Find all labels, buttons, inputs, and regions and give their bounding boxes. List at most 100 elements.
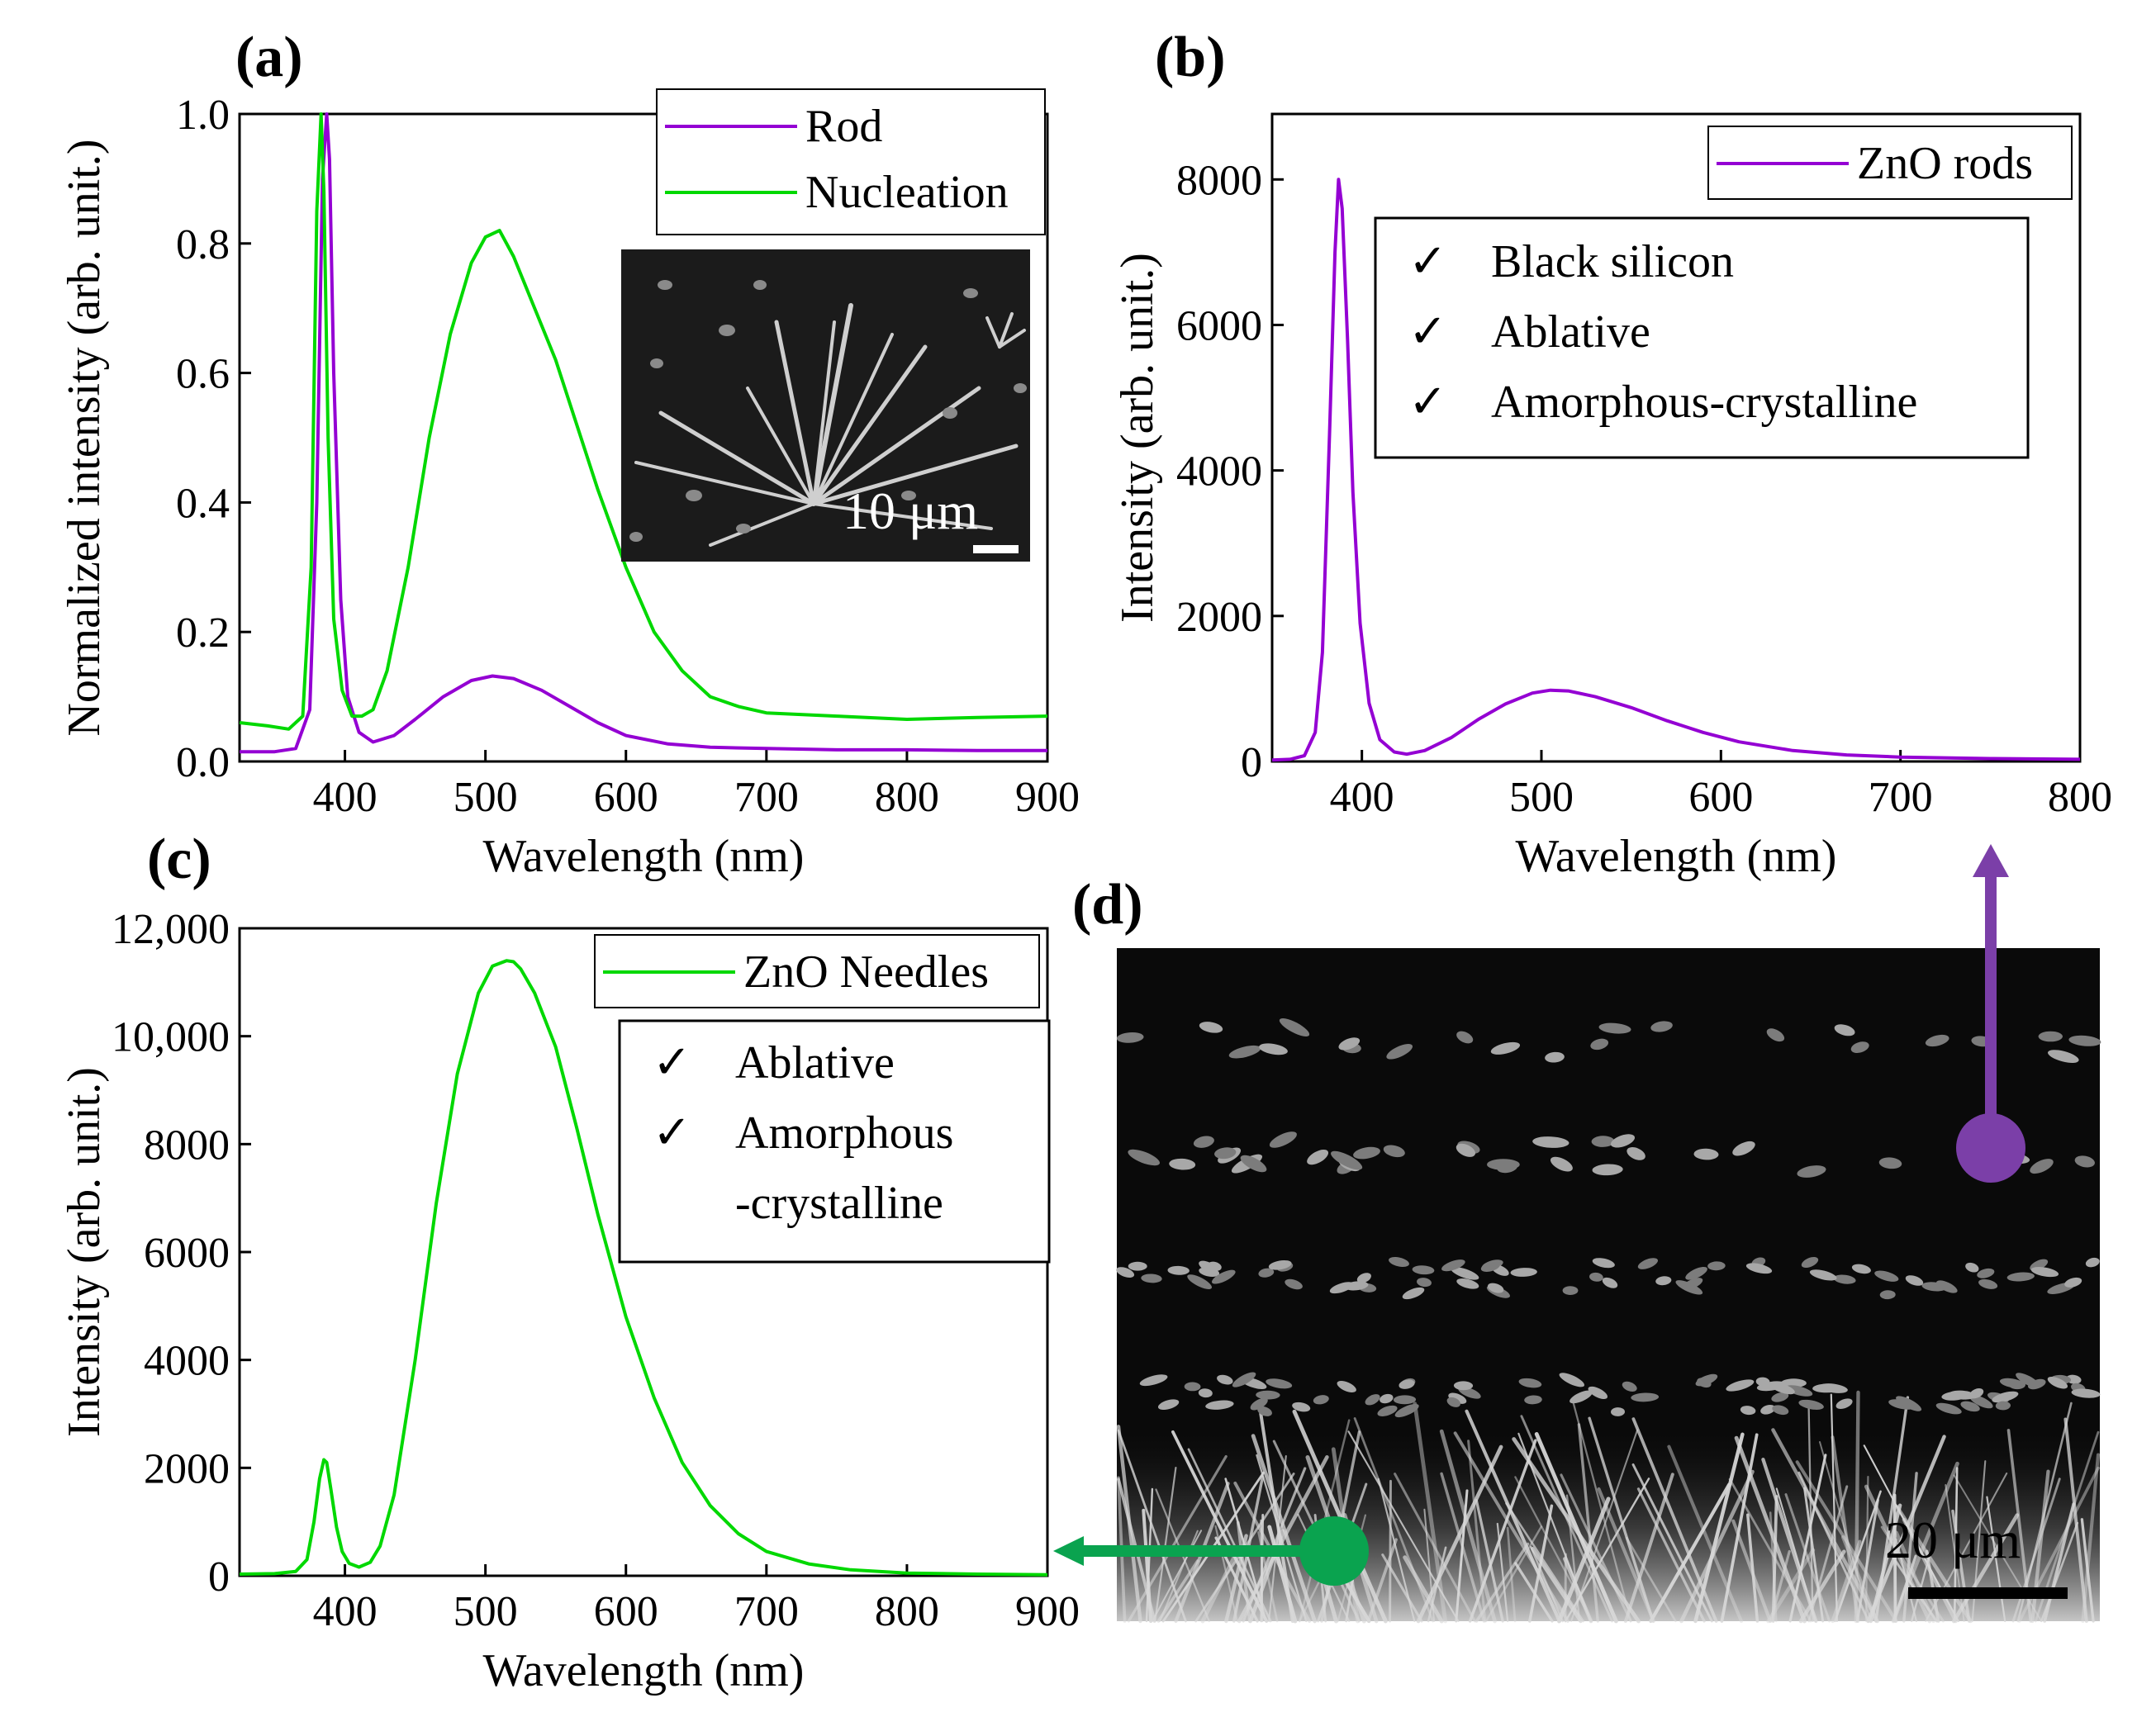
needle (1951, 1513, 2020, 1624)
particle (1532, 1136, 1570, 1148)
particle (1637, 1258, 1659, 1269)
y-axis-title-b: Intensity (arb. unit.) (1112, 253, 1163, 623)
particle (1116, 1267, 1135, 1278)
inset-scale-bar (973, 545, 1019, 553)
y-tick-label-b: 2000 (1176, 594, 1262, 641)
particle (1685, 1266, 1707, 1280)
particle (2074, 1155, 2095, 1168)
particle (1675, 1280, 1703, 1295)
particle (1393, 1395, 1417, 1405)
needle (1366, 1538, 1398, 1623)
particle (1740, 1406, 1756, 1416)
particle (1232, 1372, 1256, 1387)
particle (1995, 1401, 2011, 1411)
particle (1441, 1259, 1465, 1272)
legend-label: Nucleation (805, 167, 1009, 218)
particle (2006, 1272, 2035, 1282)
needle (1260, 1519, 1264, 1623)
particle (1545, 1051, 1565, 1063)
particle (1412, 1265, 1435, 1275)
needle (1423, 1508, 1436, 1622)
needle (2063, 1417, 2088, 1623)
particle (2028, 1378, 2046, 1390)
needle (1902, 1517, 1958, 1624)
particle (1591, 1136, 1615, 1147)
legend-box-a (656, 88, 1046, 235)
needle (1394, 1473, 1476, 1623)
needle (1902, 1472, 1918, 1623)
particle (1602, 1277, 1618, 1288)
x-axis-title-c: Wavelength (nm) (483, 1645, 805, 1696)
y-tick-label-c: 6000 (144, 1230, 230, 1277)
particle (1834, 1024, 1855, 1036)
particle (1456, 1031, 1474, 1044)
particle (1518, 1378, 1542, 1388)
particle (1386, 1044, 1413, 1060)
particle (1331, 1150, 1363, 1170)
needle (1475, 1499, 1504, 1623)
particle (1268, 1259, 1292, 1270)
particle (1588, 1386, 1608, 1399)
needle (1798, 1549, 1846, 1624)
inset-particles (629, 280, 1027, 542)
x-axis-title-b: Wavelength (nm) (1516, 831, 1837, 882)
particle (1785, 1385, 1813, 1397)
x-tick-label-a: 800 (875, 774, 939, 821)
plot-frame-a (238, 112, 1049, 763)
series-line-zno-needles (239, 959, 1048, 1577)
x-tick-label-b: 500 (1509, 774, 1574, 821)
particle (1257, 1406, 1272, 1416)
particle (2071, 1388, 2101, 1398)
needle (1667, 1444, 1744, 1624)
needle (1506, 1526, 1517, 1623)
needle (1784, 1493, 1831, 1623)
particle (1451, 1267, 1479, 1280)
y-tick-label-a: 0.4 (176, 480, 230, 527)
particle (1399, 1379, 1415, 1389)
particle (1389, 1257, 1409, 1267)
particle (1250, 1397, 1268, 1411)
particle (1344, 1281, 1369, 1291)
needle (1259, 1411, 1294, 1623)
inset-scale-label: 10 μm (843, 481, 978, 540)
particle (1905, 1275, 1924, 1286)
panel-label-d: (d) (1072, 873, 1143, 937)
needle (1403, 1555, 1444, 1624)
particle (1726, 1379, 1755, 1392)
needle (1831, 1435, 1860, 1623)
needle (1242, 1467, 1307, 1623)
arrow-green-dot (1299, 1516, 1369, 1586)
needle (1734, 1435, 1807, 1624)
legend-label: Rod (805, 101, 882, 152)
particle (1760, 1404, 1776, 1415)
y-tick-label-c: 10,000 (112, 1014, 230, 1061)
micrograph-scale-bar (1908, 1587, 2068, 1599)
x-tick-label-a: 500 (454, 774, 518, 821)
needle (1746, 1513, 1759, 1623)
y-axis-title-c: Intensity (arb. unit.) (59, 1067, 110, 1437)
legend-label: ZnO rods (1857, 138, 2033, 189)
needle (1771, 1428, 1880, 1624)
needle (1529, 1545, 1564, 1623)
particle (1850, 1041, 1869, 1053)
needle (1624, 1473, 1674, 1623)
particle (1377, 1405, 1398, 1416)
particle (1169, 1158, 1196, 1170)
y-tick-label-b: 0 (1241, 739, 1262, 786)
x-tick-label-c: 700 (734, 1588, 799, 1635)
legend-label: ZnO Needles (743, 946, 989, 998)
y-tick-label-a: 0.0 (176, 739, 230, 786)
arrow-purple-head (1973, 844, 2009, 877)
y-tick-label-a: 0.2 (176, 609, 230, 657)
needle (1597, 1487, 1655, 1624)
particle (1879, 1290, 1896, 1300)
needle (1631, 1417, 1718, 1623)
y-tick-label-c: 8000 (144, 1122, 230, 1169)
particle (1217, 1374, 1233, 1385)
particle (1228, 1045, 1261, 1059)
arrow-purple-dot (1956, 1113, 2025, 1183)
needle (1475, 1542, 1530, 1623)
series-line-nucleation (239, 112, 1048, 731)
particle (1446, 1397, 1460, 1407)
